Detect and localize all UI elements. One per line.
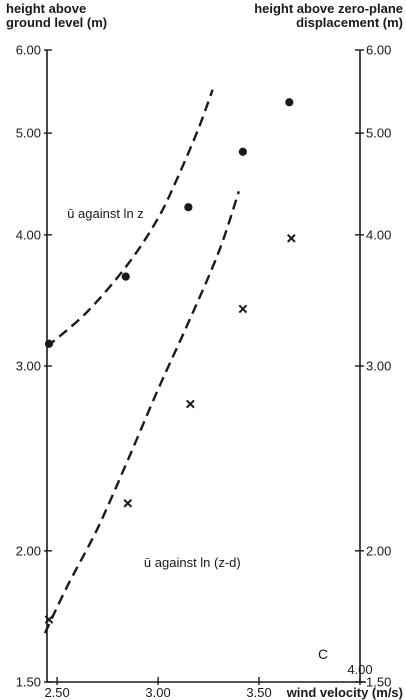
data-point-cross — [186, 399, 195, 409]
data-point-circle — [184, 203, 193, 212]
data-point-circle — [285, 98, 294, 107]
data-point-circle — [44, 339, 54, 348]
x-tick-label: 4.00 — [347, 662, 372, 677]
cross-stroke — [186, 399, 195, 409]
right-y-tick-label: 1.50 — [366, 675, 391, 690]
right-y-axis-title-line2: displacement (m) — [296, 15, 403, 30]
fit-label-ln-z: ū against ln z — [67, 206, 144, 221]
x-tick-label: 2.50 — [44, 685, 69, 700]
right-y-tick-label: 6.00 — [366, 43, 391, 58]
cross-stroke — [123, 498, 133, 508]
left-y-axis-title-line2: ground level (m) — [6, 15, 107, 30]
left-y-axis-title-line1: height above — [6, 1, 86, 16]
fit-label-ln-z-minus-d: ū against ln (z-d) — [144, 555, 241, 570]
cross-stroke — [44, 615, 54, 624]
left-y-tick-label: 5.00 — [16, 126, 41, 141]
x-tick-label: 3.00 — [145, 685, 170, 700]
axes-layer — [44, 49, 366, 685]
text-layer: 1.50 2.00 3.00 4.00 5.00 6.00 1.50 2.00 3.00 4.00… — [6, 1, 403, 700]
data-point-cross — [238, 304, 248, 314]
data-point-circle — [238, 147, 247, 156]
left-y-tick-label: 3.00 — [16, 359, 41, 374]
data-point-cross — [123, 498, 133, 508]
right-y-tick-label: 5.00 — [366, 126, 391, 141]
left-y-tick-label: 6.00 — [16, 43, 41, 58]
data-point-cross — [287, 233, 296, 243]
right-y-tick-label: 4.00 — [366, 227, 391, 242]
cross-stroke — [287, 233, 296, 243]
panel-label: C — [318, 646, 328, 662]
left-y-tick-label: 1.50 — [16, 675, 41, 690]
markers-layer — [44, 98, 296, 624]
right-y-axis-title-line1: height above zero-plane — [254, 1, 403, 16]
data-point-cross — [44, 615, 54, 624]
fit-lines-layer — [43, 89, 240, 634]
x-tick-label: 3.50 — [246, 685, 271, 700]
left-y-tick-label: 2.00 — [16, 543, 41, 558]
right-y-tick-label: 2.00 — [366, 543, 391, 558]
data-point-circle — [121, 272, 130, 281]
x-axis-title: wind velocity (m/s) — [286, 685, 403, 700]
fit-line-ln-z — [46, 89, 214, 348]
right-y-tick-label: 3.00 — [366, 359, 391, 374]
left-y-tick-label: 4.00 — [16, 227, 41, 242]
cross-stroke — [238, 304, 248, 314]
